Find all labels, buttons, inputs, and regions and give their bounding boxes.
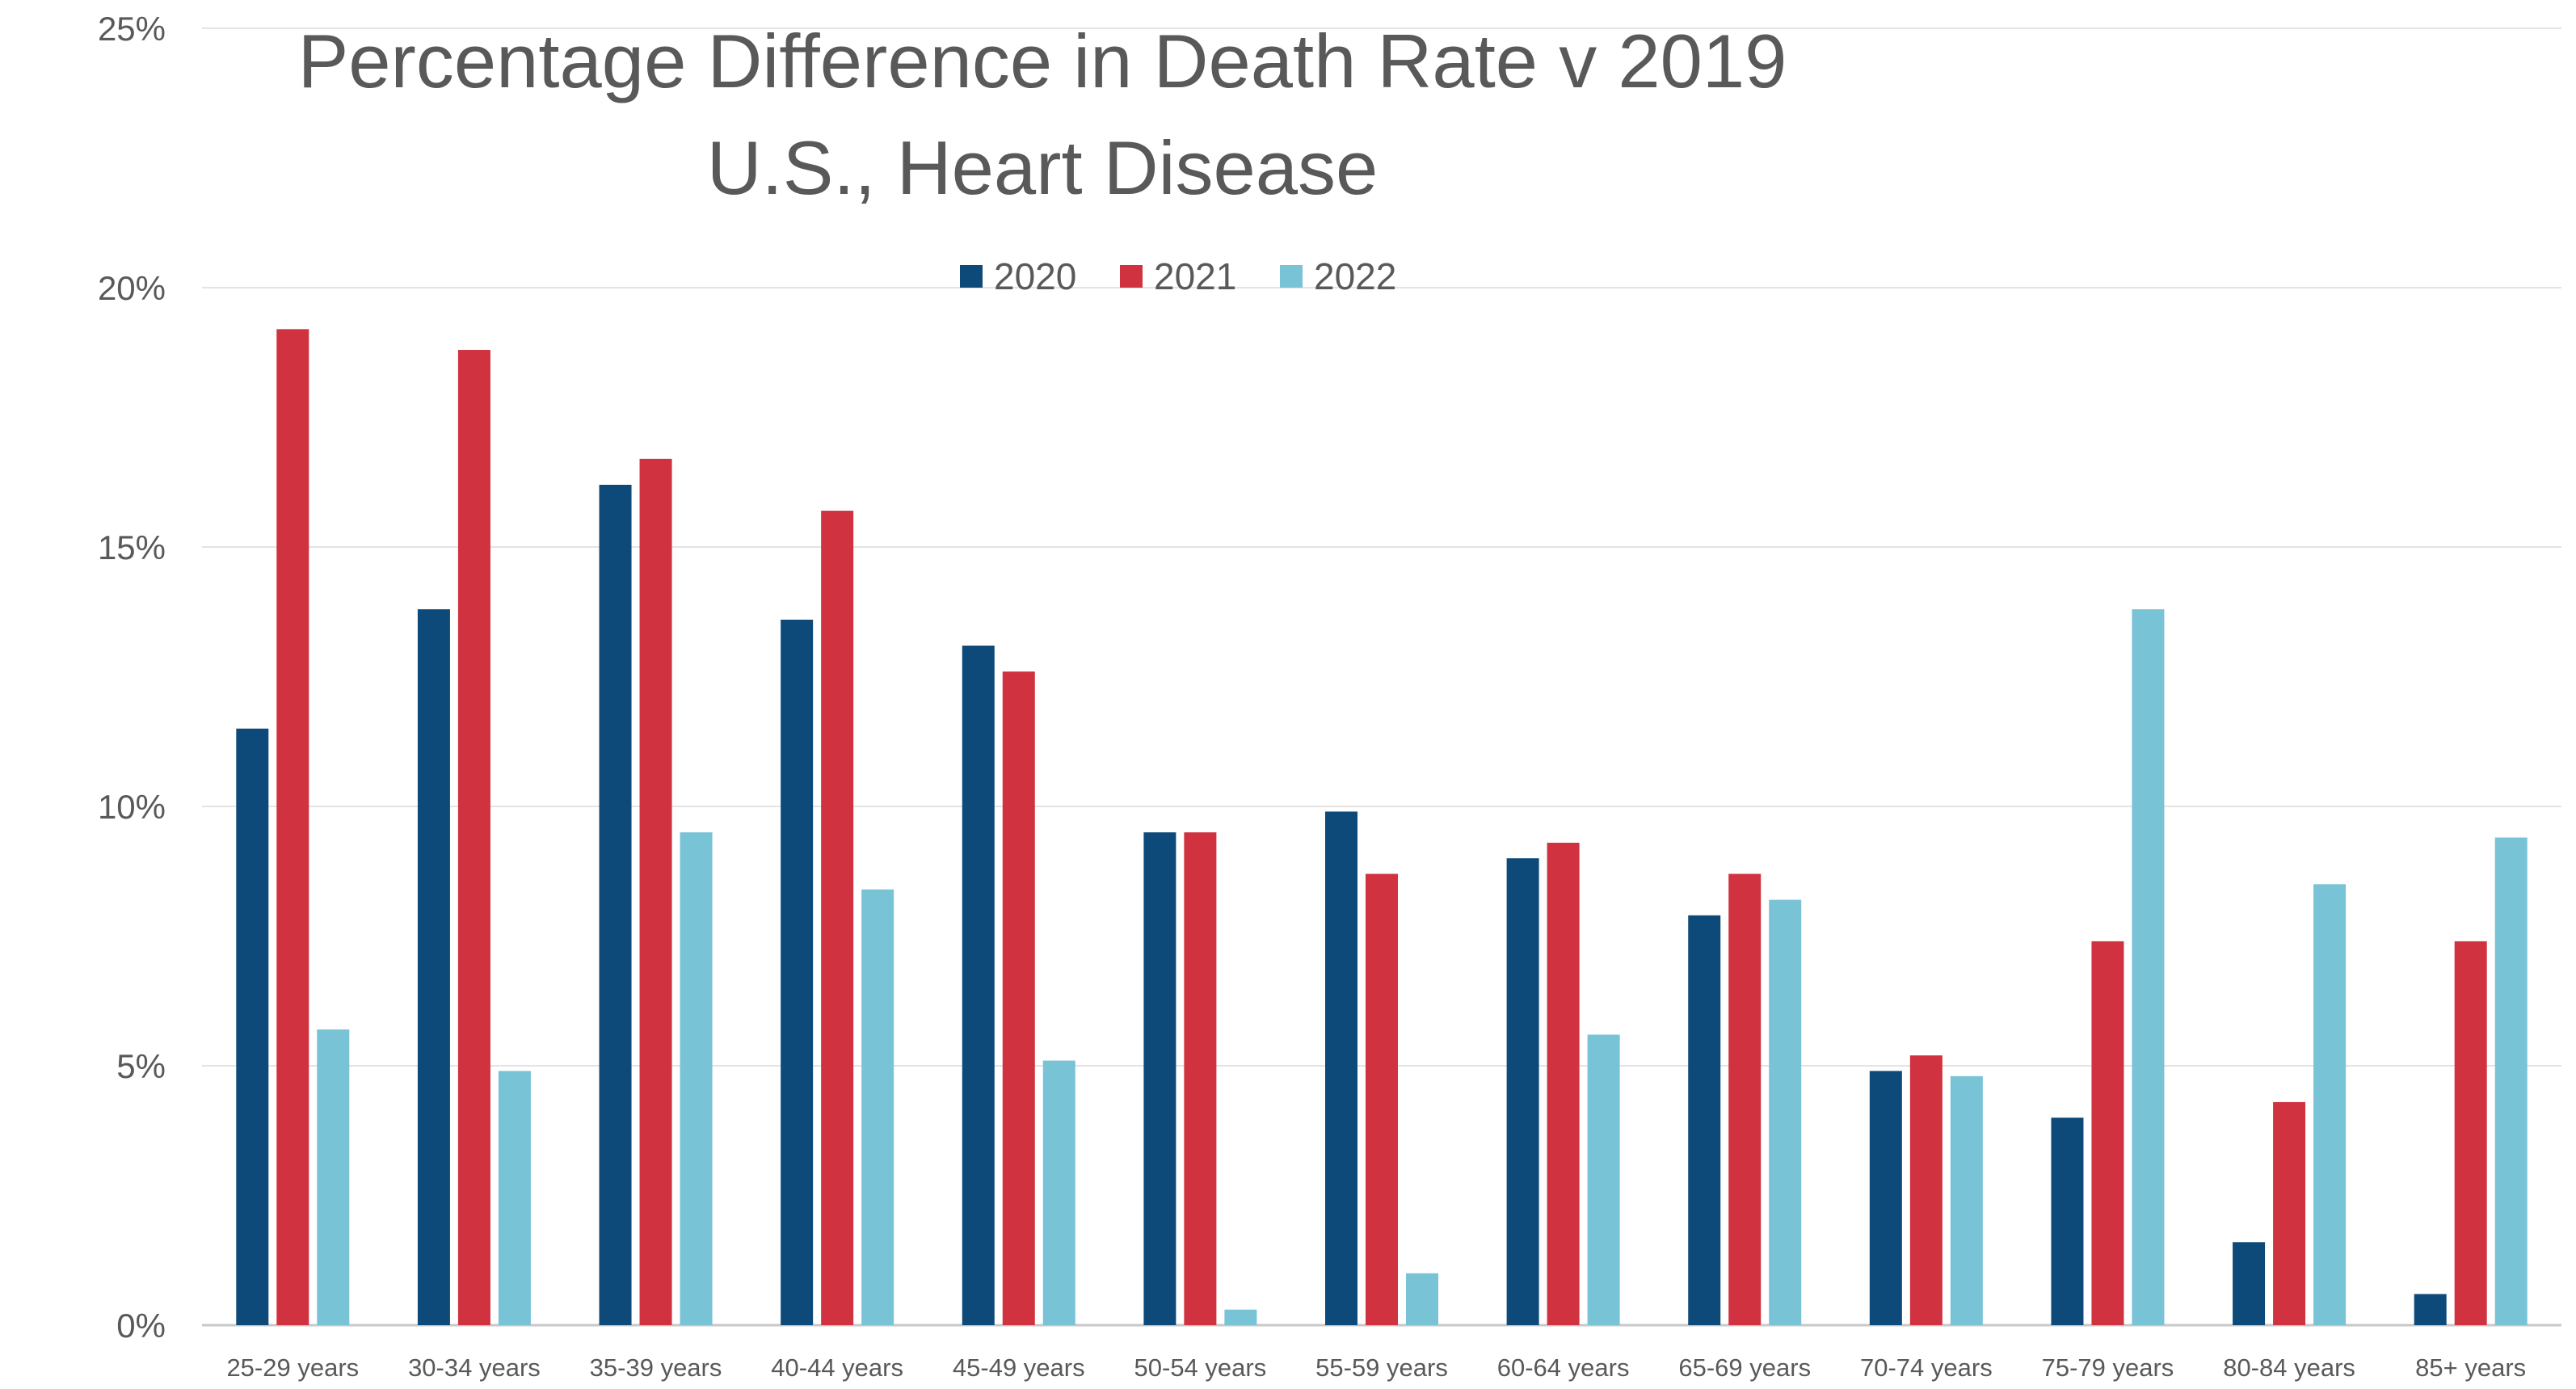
- y-tick-label: 5%: [116, 1047, 166, 1085]
- bar-2020-25-29-years: [236, 728, 269, 1325]
- bars: [236, 329, 2528, 1326]
- x-category-label: 85+ years: [2415, 1353, 2526, 1382]
- x-category-label: 70-74 years: [1860, 1353, 1993, 1382]
- bar-2021-45-49-years: [1002, 671, 1035, 1325]
- bar-2020-75-79-years: [2051, 1118, 2084, 1325]
- x-category-label: 35-39 years: [590, 1353, 722, 1382]
- bar-2022-70-74-years: [1950, 1075, 1983, 1325]
- legend-label-2020: 2020: [994, 255, 1076, 297]
- legend: 2020 2021 2022: [960, 255, 1396, 297]
- x-category-label: 75-79 years: [2042, 1353, 2174, 1382]
- bar-2020-40-44-years: [781, 619, 814, 1325]
- bar-2021-55-59-years: [1366, 873, 1398, 1325]
- bar-2020-55-59-years: [1325, 811, 1357, 1325]
- bar-2022-40-44-years: [861, 889, 894, 1325]
- bar-2022-35-39-years: [680, 832, 713, 1325]
- y-tick-label: 0%: [116, 1307, 166, 1345]
- bar-2020-80-84-years: [2233, 1242, 2266, 1325]
- x-category-label: 50-54 years: [1134, 1353, 1267, 1382]
- x-axis-categories: 25-29 years 30-34 years 35-39 years 40-44 y…: [226, 1353, 2526, 1382]
- bar-2021-80-84-years: [2273, 1101, 2306, 1325]
- x-category-label: 40-44 years: [771, 1353, 903, 1382]
- x-category-label: 60-64 years: [1497, 1353, 1630, 1382]
- bar-2021-30-34-years: [457, 350, 490, 1325]
- bar-2022-55-59-years: [1406, 1273, 1438, 1325]
- y-tick-label: 10%: [98, 788, 166, 826]
- bar-2021-85plus-years: [2454, 941, 2487, 1325]
- legend-label-2021: 2021: [1154, 255, 1236, 297]
- chart-title: Percentage Difference in Death Rate v 20…: [298, 19, 1787, 103]
- bar-2022-30-34-years: [498, 1071, 531, 1325]
- bar-2022-85plus-years: [2494, 837, 2528, 1325]
- legend-swatch-2020: [960, 265, 983, 288]
- x-category-label: 45-49 years: [953, 1353, 1085, 1382]
- bar-2022-25-29-years: [317, 1029, 350, 1325]
- bar-2020-35-39-years: [599, 484, 632, 1326]
- bar-2020-85plus-years: [2414, 1294, 2447, 1325]
- bar-2021-65-69-years: [1728, 873, 1762, 1325]
- gridlines: [202, 27, 2561, 1327]
- bar-2021-70-74-years: [1909, 1055, 1943, 1325]
- bar-2022-65-69-years: [1769, 899, 1802, 1325]
- y-tick-label: 20%: [98, 269, 166, 307]
- bar-2022-75-79-years: [2132, 609, 2165, 1325]
- bar-2020-60-64-years: [1506, 858, 1539, 1325]
- bar-2020-50-54-years: [1143, 832, 1176, 1325]
- bar-2021-35-39-years: [639, 458, 672, 1325]
- x-category-label: 65-69 years: [1678, 1353, 1811, 1382]
- bar-2021-40-44-years: [821, 511, 854, 1325]
- x-category-label: 25-29 years: [226, 1353, 359, 1382]
- x-category-label: 80-84 years: [2223, 1353, 2355, 1382]
- bar-2020-70-74-years: [1869, 1071, 1902, 1325]
- bar-2020-45-49-years: [962, 645, 995, 1325]
- chart-subtitle: U.S., Heart Disease: [707, 125, 1378, 210]
- y-tick-label: 15%: [98, 528, 166, 566]
- legend-swatch-2021: [1120, 265, 1143, 288]
- bar-2020-30-34-years: [417, 609, 450, 1325]
- bar-2021-50-54-years: [1184, 832, 1217, 1325]
- bar-2022-45-49-years: [1042, 1060, 1075, 1325]
- legend-swatch-2022: [1280, 265, 1303, 288]
- bar-2021-60-64-years: [1547, 842, 1580, 1325]
- y-tick-label: 25%: [98, 10, 166, 48]
- legend-label-2022: 2022: [1314, 255, 1396, 297]
- bar-2020-65-69-years: [1688, 915, 1721, 1325]
- bar-2022-80-84-years: [2313, 884, 2347, 1325]
- bar-2022-60-64-years: [1587, 1034, 1620, 1325]
- bar-2021-75-79-years: [2091, 941, 2124, 1325]
- x-category-label: 55-59 years: [1315, 1353, 1448, 1382]
- bar-2021-25-29-years: [276, 329, 309, 1325]
- y-axis-ticks: 0% 5% 10% 15% 20% 25%: [98, 10, 166, 1345]
- x-category-label: 30-34 years: [408, 1353, 541, 1382]
- bar-2022-50-54-years: [1224, 1309, 1257, 1325]
